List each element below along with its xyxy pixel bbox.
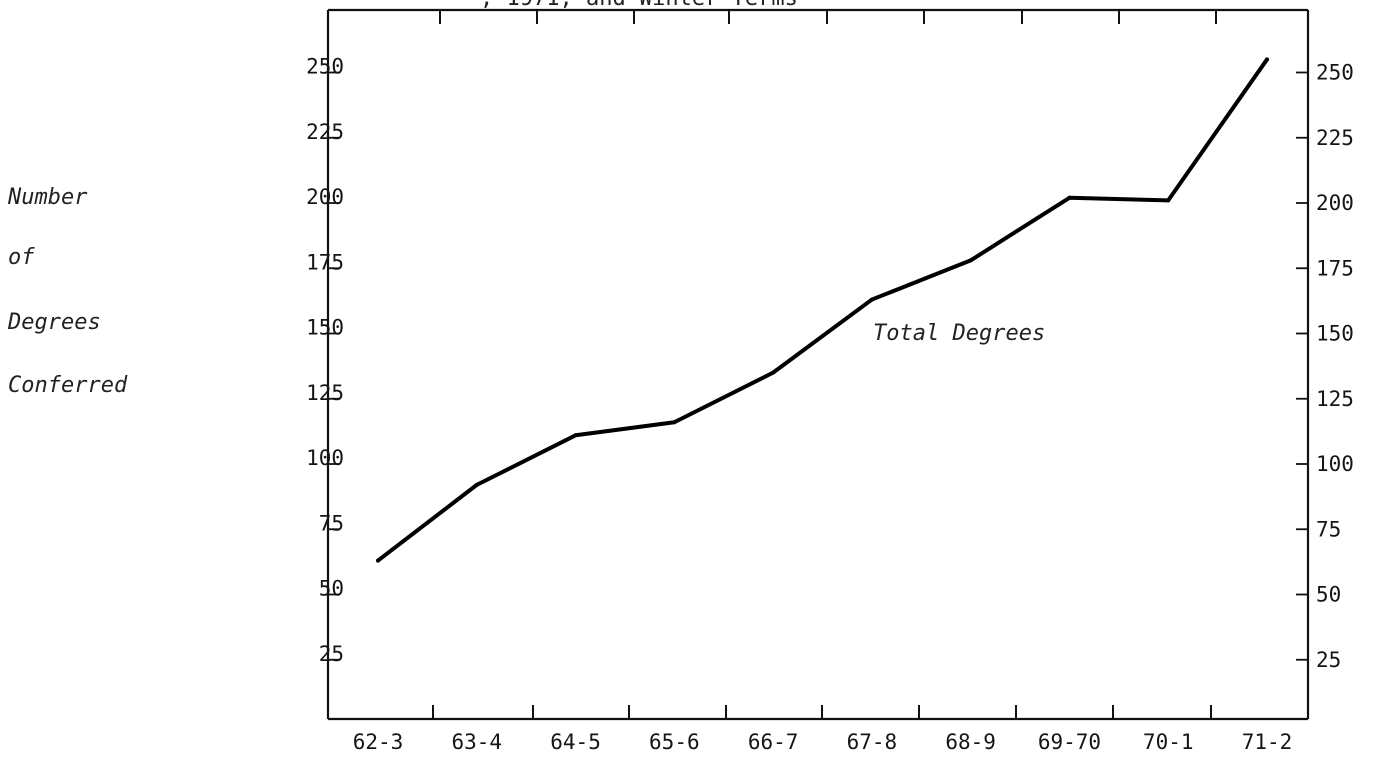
- y-axis-label-line-4: Conferred: [8, 373, 128, 398]
- right-tick-label-100: 100: [1316, 452, 1354, 476]
- x-tick-label-68-9: 68-9: [945, 730, 996, 754]
- right-tick-label-175: 175: [1316, 256, 1354, 280]
- data-point-64-5: [573, 433, 578, 438]
- x-tick-label-63-4: 63-4: [451, 730, 502, 754]
- right-tick-label-125: 125: [1316, 387, 1354, 411]
- left-tick-label-175: 175: [306, 250, 344, 274]
- right-tick-label-75: 75: [1316, 517, 1341, 541]
- x-tick-label-70-1: 70-1: [1143, 730, 1194, 754]
- right-tick-label-225: 225: [1316, 126, 1354, 150]
- y-axis-label-line-1: Number: [8, 185, 88, 210]
- right-tick-label-200: 200: [1316, 191, 1354, 215]
- x-axis: 62-3 63-4 64-5 65-6 66-7 67-8 68-9 69-70 70-1 71-…: [353, 705, 1293, 754]
- left-tick-label-25: 25: [319, 642, 344, 666]
- data-point-71-2: [1265, 57, 1269, 62]
- x-tick-label-67-8: 67-8: [847, 730, 898, 754]
- data-point-63-4: [474, 482, 479, 487]
- x-tick-label-64-5: 64-5: [550, 730, 601, 754]
- data-point-67-8: [869, 297, 874, 302]
- data-point-69-70: [1067, 195, 1072, 200]
- y-axis-label-line-3: Degrees: [8, 310, 101, 335]
- x-tick-label-71-2: 71-2: [1242, 730, 1293, 754]
- chart-title: , 1971, and Winter Terms: [480, 0, 798, 11]
- left-tick-label-225: 225: [306, 120, 344, 144]
- left-tick-label-200: 200: [306, 185, 344, 209]
- left-tick-label-100: 100: [306, 446, 344, 470]
- data-point-62-3: [376, 558, 380, 563]
- series-label-1: Total Degrees: [873, 321, 1045, 346]
- right-y-axis: 25 50 75 100 125 150 175 200 225 250: [1296, 61, 1354, 672]
- left-tick-label-150: 150: [306, 316, 344, 340]
- x-tick-label-65-6: 65-6: [649, 730, 700, 754]
- x-tick-label-62-3: 62-3: [353, 730, 404, 754]
- data-point-65-6: [672, 420, 677, 425]
- right-tick-label-50: 50: [1316, 583, 1341, 607]
- right-tick-label-250: 250: [1316, 61, 1354, 85]
- left-tick-label-50: 50: [319, 577, 344, 601]
- x-tick-label-69-70: 69-70: [1038, 730, 1101, 754]
- x-tick-label-66-7: 66-7: [748, 730, 799, 754]
- left-tick-label-75: 75: [319, 511, 344, 535]
- series-group: Total Degrees: [376, 57, 1269, 563]
- data-point-70-1: [1166, 198, 1171, 203]
- plot-frame: [326, 8, 1310, 721]
- left-tick-label-125: 125: [306, 381, 344, 405]
- data-point-68-9: [968, 258, 973, 263]
- right-tick-label-150: 150: [1316, 322, 1354, 346]
- left-y-axis: 25 50 75 100 125 150 175 200 225 250: [306, 55, 344, 666]
- series-line-1: [376, 57, 1269, 563]
- left-tick-label-250: 250: [306, 55, 344, 79]
- right-tick-label-25: 25: [1316, 648, 1341, 672]
- data-point-66-7: [771, 370, 776, 375]
- y-axis-label-line-2: of: [8, 245, 35, 270]
